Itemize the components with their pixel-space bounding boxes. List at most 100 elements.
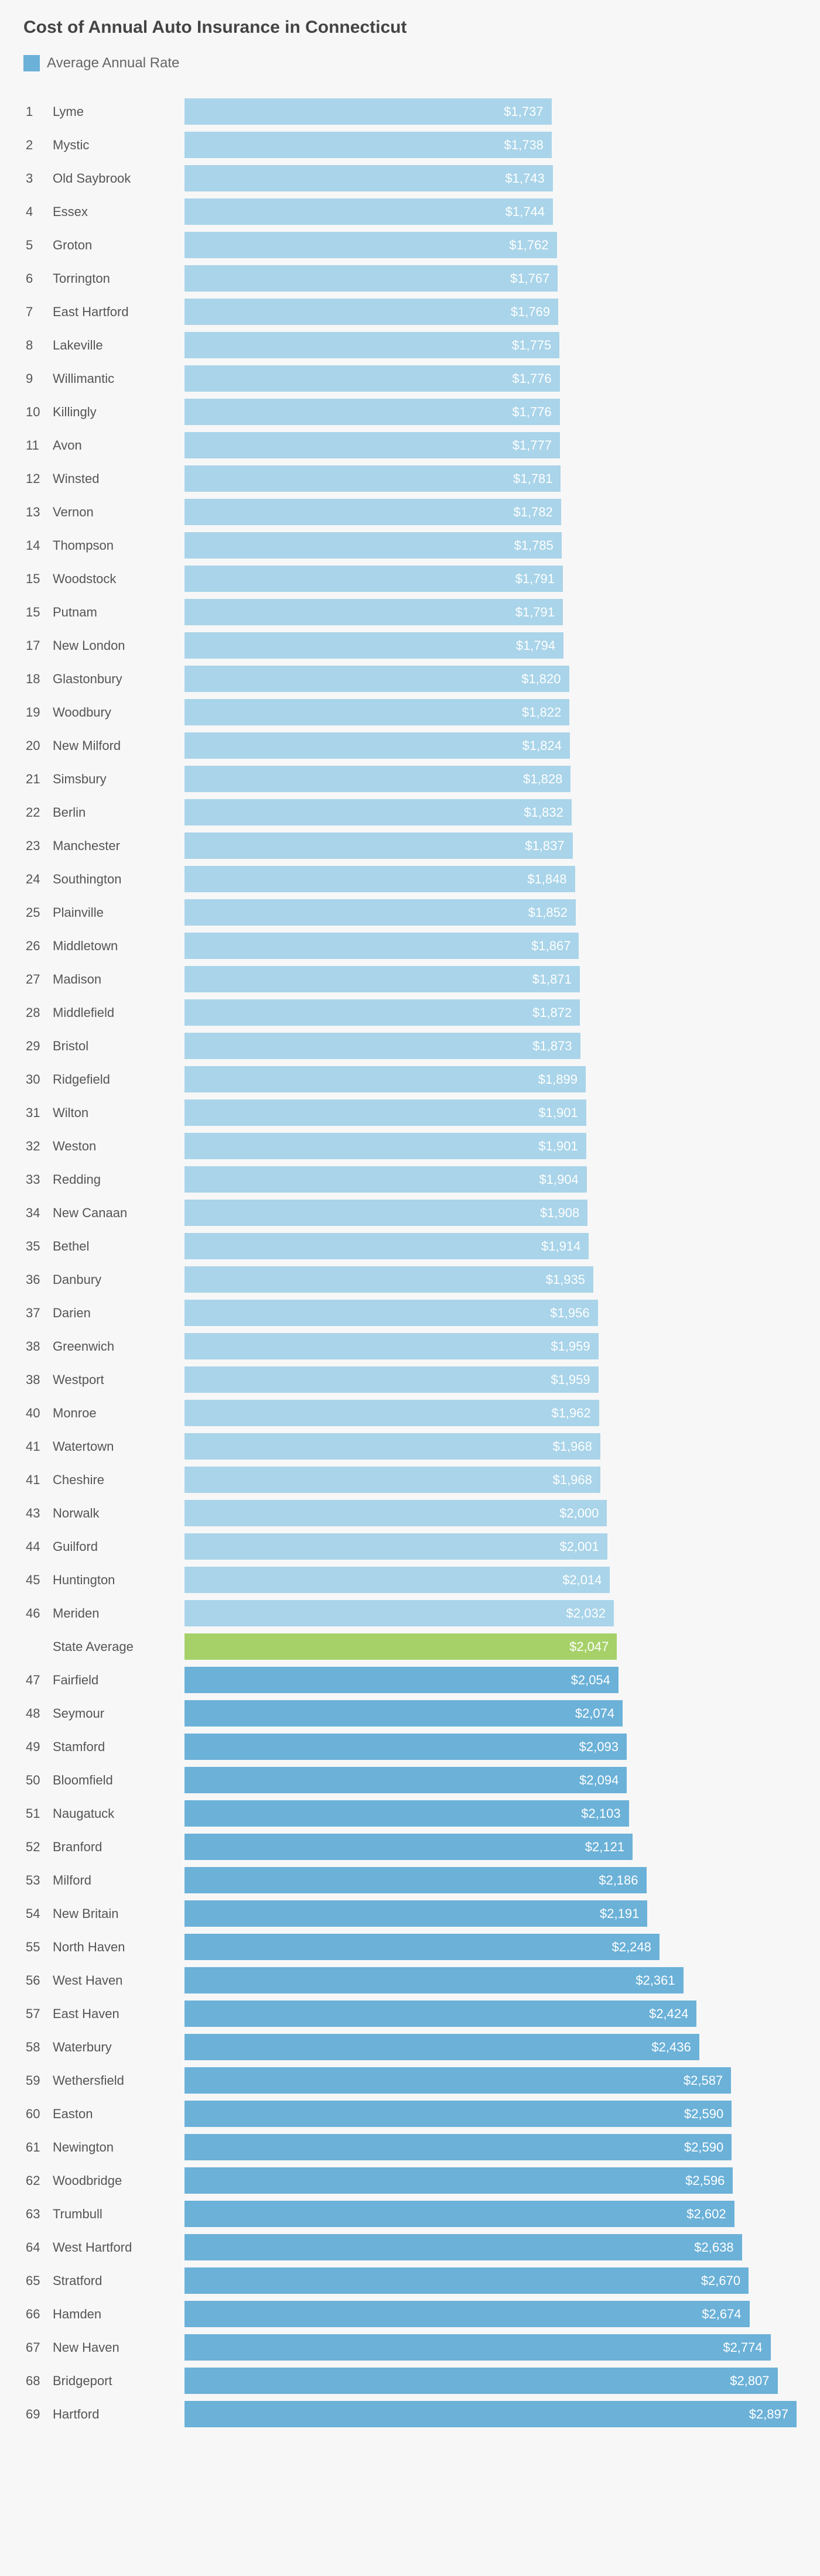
bar: $1,744 [184,198,553,225]
city-label: Milford [53,1873,184,1888]
bar-row: 53Milford$2,186 [23,1864,797,1897]
bar-row: 21Simsbury$1,828 [23,762,797,796]
bar: $1,959 [184,1333,599,1359]
bar: $1,837 [184,833,573,859]
rank-label: 60 [23,2106,53,2122]
bar-row: 35Bethel$1,914 [23,1229,797,1263]
bar-row: 17New London$1,794 [23,629,797,662]
bar: $1,824 [184,732,570,759]
bar: $1,738 [184,132,552,158]
bar: $2,590 [184,2134,732,2160]
bar-track: $1,775 [184,332,797,358]
bar: $1,852 [184,899,576,926]
bar-row: 10Killingly$1,776 [23,395,797,429]
bar-row: 34New Canaan$1,908 [23,1196,797,1229]
rank-label: 10 [23,405,53,420]
bar-track: $1,956 [184,1300,797,1326]
rank-label: 44 [23,1539,53,1554]
city-label: Lakeville [53,338,184,353]
bar: $2,014 [184,1567,610,1593]
bar-row: 51Naugatuck$2,103 [23,1797,797,1830]
bar-row: 2Mystic$1,738 [23,128,797,162]
city-label: Middlefield [53,1005,184,1020]
bar-track: $1,824 [184,732,797,759]
city-label: Meriden [53,1606,184,1621]
bar: $2,094 [184,1767,627,1793]
city-label: New Haven [53,2340,184,2355]
bar: $1,962 [184,1400,599,1426]
rank-label: 57 [23,2006,53,2022]
city-label: Naugatuck [53,1806,184,1821]
rank-label: 15 [23,571,53,587]
bar-track: $1,828 [184,766,797,792]
bar-row: 56West Haven$2,361 [23,1964,797,1997]
bar-track: $2,121 [184,1834,797,1860]
bar-row: 1Lyme$1,737 [23,95,797,128]
bar-row: 24Southington$1,848 [23,862,797,896]
bar-track: $1,871 [184,966,797,992]
bar: $1,791 [184,599,563,625]
bar-track: $1,867 [184,933,797,959]
city-label: Guilford [53,1539,184,1554]
bar: $2,807 [184,2368,778,2394]
bar: $2,000 [184,1500,607,1526]
bar-row: State Average$2,047 [23,1630,797,1663]
bar: $2,191 [184,1900,647,1927]
bar-track: $2,054 [184,1667,797,1693]
bar: $1,775 [184,332,559,358]
bar-row: 48Seymour$2,074 [23,1697,797,1730]
city-label: Norwalk [53,1506,184,1521]
bar-track: $1,762 [184,232,797,258]
bar-track: $1,968 [184,1433,797,1460]
bar: $1,899 [184,1066,586,1092]
city-label: North Haven [53,1940,184,1955]
rank-label: 15 [23,605,53,620]
rank-label: 53 [23,1873,53,1888]
city-label: Winsted [53,471,184,487]
bar-row: 41Cheshire$1,968 [23,1463,797,1496]
bar: $2,596 [184,2167,733,2194]
rank-label: 26 [23,938,53,954]
bar-row: 6Torrington$1,767 [23,262,797,295]
rank-label: 41 [23,1439,53,1454]
rank-label: 25 [23,905,53,920]
bar-row: 52Branford$2,121 [23,1830,797,1864]
city-label: Stratford [53,2273,184,2289]
bar: $2,121 [184,1834,633,1860]
bar: $1,959 [184,1366,599,1393]
city-label: New London [53,638,184,653]
bar-row: 15Woodstock$1,791 [23,562,797,595]
rank-label: 69 [23,2407,53,2422]
city-label: Lyme [53,104,184,119]
rank-label: 12 [23,471,53,487]
bar-track: $1,782 [184,499,797,525]
bar-row: 47Fairfield$2,054 [23,1663,797,1697]
bar-track: $2,001 [184,1533,797,1560]
city-label: Danbury [53,1272,184,1287]
bar: $1,901 [184,1133,586,1159]
bar-row: 11Avon$1,777 [23,429,797,462]
bar-row: 41Watertown$1,968 [23,1430,797,1463]
rank-label: 5 [23,238,53,253]
rank-label: 22 [23,805,53,820]
bar-row: 57East Haven$2,424 [23,1997,797,2030]
city-label: Easton [53,2106,184,2122]
city-label: New Canaan [53,1205,184,1221]
bar: $2,587 [184,2067,731,2094]
bar-row: 69Hartford$2,897 [23,2397,797,2431]
rank-label: 27 [23,972,53,987]
bar-row: 33Redding$1,904 [23,1163,797,1196]
bar: $1,737 [184,98,552,125]
bar-track: $1,935 [184,1266,797,1293]
bar: $1,968 [184,1433,600,1460]
rank-label: 21 [23,772,53,787]
bar-track: $1,737 [184,98,797,125]
bar-rows-container: 1Lyme$1,7372Mystic$1,7383Old Saybrook$1,… [23,95,797,2431]
city-label: State Average [53,1639,184,1654]
bar-row: 22Berlin$1,832 [23,796,797,829]
rank-label: 20 [23,738,53,753]
rank-label: 64 [23,2240,53,2255]
bar-track: $1,767 [184,265,797,292]
rank-label: 4 [23,204,53,220]
bar: $1,867 [184,933,579,959]
